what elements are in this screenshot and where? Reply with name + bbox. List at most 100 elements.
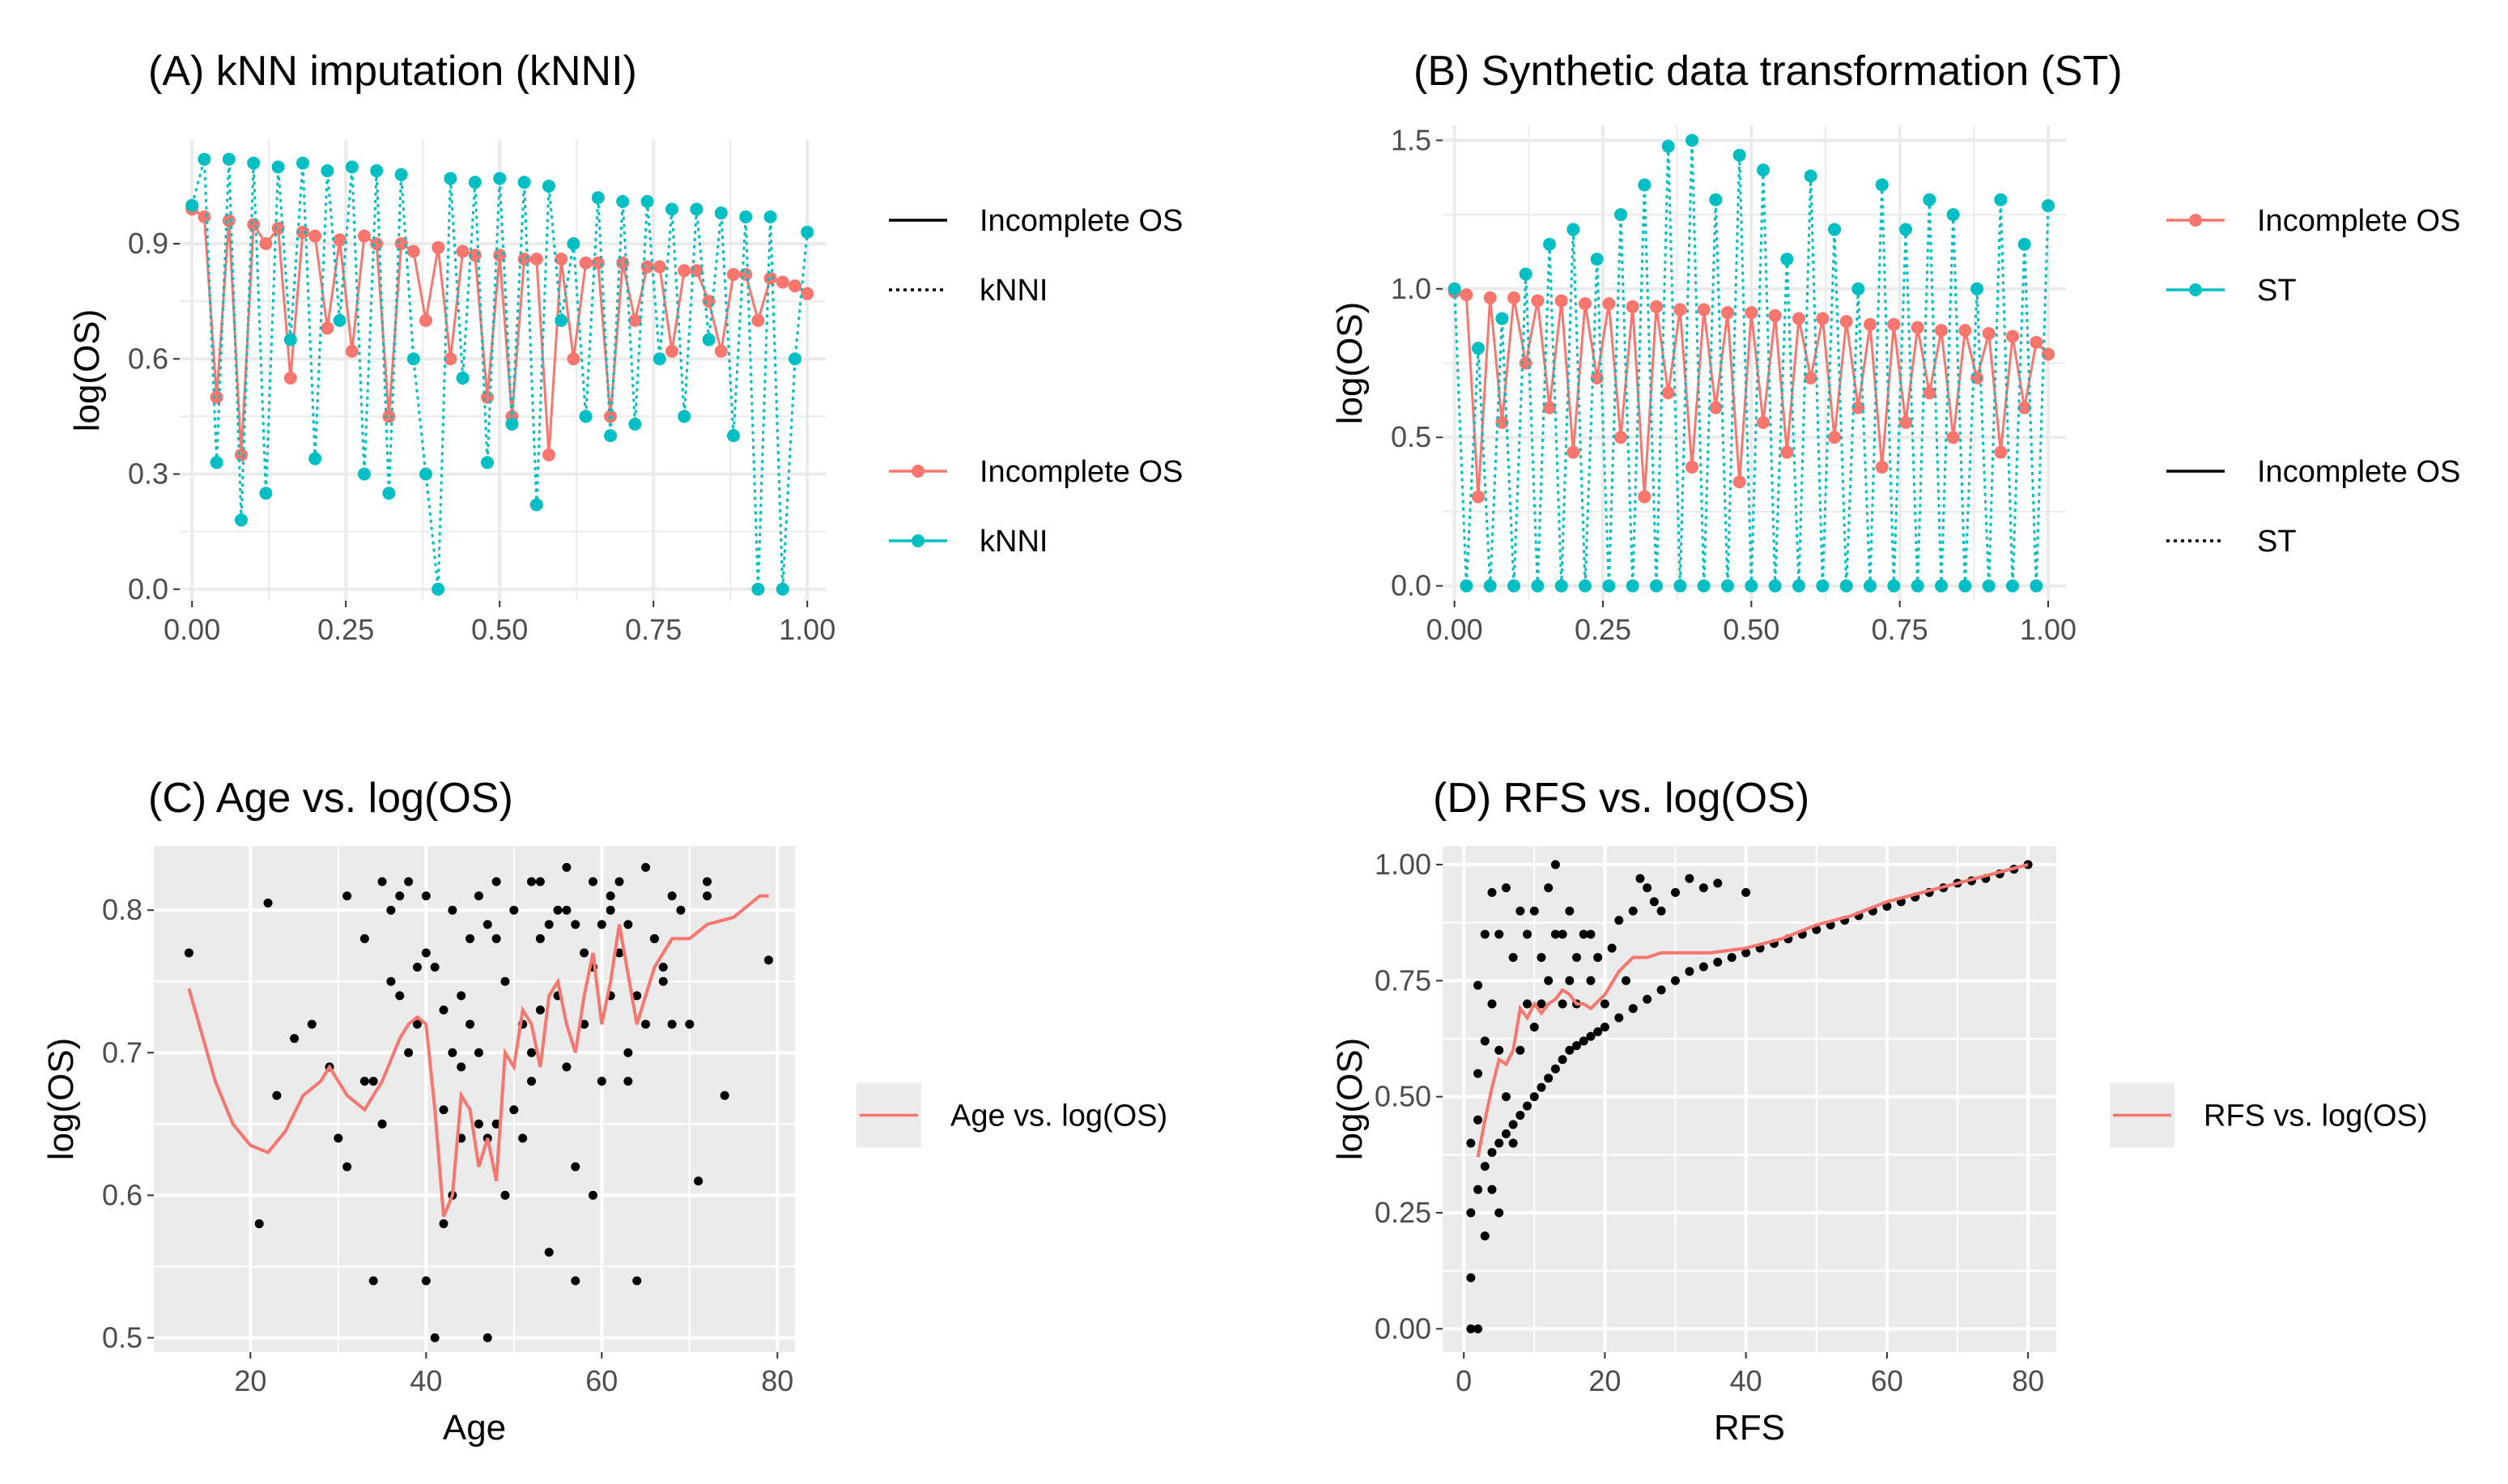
- data-point: [628, 417, 642, 431]
- x-tick-label: 20: [234, 1364, 266, 1397]
- data-point: [567, 352, 580, 366]
- panel-a: 0.00 0.25 0.50 0.75 1.00 0.0 0.3 0.6 0.9 (A) kNN …: [67, 48, 1183, 646]
- data-point: [1899, 223, 1912, 236]
- data-point: [1495, 312, 1509, 325]
- data-point: [690, 202, 704, 216]
- scatter-point: [500, 1190, 510, 1200]
- x-tick-label: 0.25: [317, 613, 374, 646]
- y-tick-label: 0.6: [102, 1178, 142, 1211]
- data-point: [1709, 193, 1723, 206]
- data-point: [1864, 317, 1877, 331]
- scatter-point: [1656, 985, 1666, 995]
- data-point: [198, 152, 211, 166]
- data-point: [382, 487, 396, 500]
- data-point: [1732, 475, 1746, 489]
- scatter-point: [518, 1133, 528, 1143]
- scatter-point: [1550, 929, 1560, 939]
- scatter-point: [482, 1333, 492, 1342]
- data-point: [517, 176, 531, 189]
- data-point: [763, 271, 777, 285]
- legend-label: kNNI: [980, 525, 1048, 559]
- scatter-point: [623, 1048, 633, 1057]
- data-point: [1839, 315, 1853, 329]
- scatter-point: [588, 877, 597, 887]
- scatter-point: [290, 1034, 300, 1044]
- scatter-point: [667, 1019, 677, 1029]
- data-point: [1531, 294, 1545, 308]
- scatter-point: [1487, 887, 1497, 897]
- scatter-point: [1501, 1129, 1511, 1139]
- data-point: [296, 156, 309, 170]
- data-point: [444, 352, 457, 366]
- y-tick-label: 0.0: [1391, 569, 1431, 602]
- scatter-point: [1501, 883, 1511, 893]
- data-point: [2030, 579, 2043, 593]
- legend-key-point: [912, 534, 925, 547]
- data-point: [1650, 579, 1663, 593]
- scatter-point: [562, 905, 572, 915]
- x-tick-label: 1.00: [2020, 613, 2077, 646]
- scatter-point: [386, 905, 396, 915]
- scatter-point: [676, 905, 686, 915]
- panel-d: 0 20 40 60 80 0.00 0.25 0.50 0.75 1.00(D) RFS vs.…: [1330, 775, 2428, 1448]
- data-point: [789, 279, 801, 293]
- x-tick-label: 20: [1588, 1364, 1621, 1397]
- scatter-point: [1473, 980, 1483, 990]
- data-point: [1887, 317, 1901, 331]
- x-tick-label: 40: [1730, 1364, 1762, 1397]
- data-point: [1519, 267, 1532, 281]
- scatter-point: [1523, 999, 1532, 1009]
- scatter-point: [703, 891, 712, 901]
- x-tick-label: 0.00: [164, 613, 220, 646]
- data-point: [1970, 282, 1983, 296]
- data-point: [579, 410, 593, 423]
- scatter-point: [1558, 1055, 1567, 1065]
- data-point: [1709, 401, 1723, 415]
- scatter-point: [597, 1076, 606, 1086]
- legend-key-point: [2189, 283, 2202, 296]
- data-point: [1602, 579, 1616, 593]
- data-point: [1590, 253, 1604, 266]
- data-point: [419, 467, 432, 481]
- scatter-point: [439, 1219, 448, 1229]
- y-tick-label: 1.0: [1391, 272, 1431, 305]
- data-point: [665, 202, 678, 216]
- y-tick-label: 1.00: [1375, 848, 1431, 881]
- scatter-point: [1466, 1208, 1476, 1218]
- scatter-point: [1671, 976, 1681, 985]
- x-tick-label: 1.00: [779, 613, 835, 646]
- data-point: [235, 448, 248, 461]
- data-point: [751, 313, 765, 327]
- y-tick-label: 0.8: [102, 893, 142, 926]
- scatter-point: [667, 891, 677, 901]
- chart-title: (C) Age vs. log(OS): [148, 775, 513, 822]
- data-point: [739, 210, 753, 223]
- data-point: [529, 252, 543, 266]
- data-point: [1650, 300, 1663, 313]
- scatter-point: [1550, 1064, 1560, 1074]
- data-point: [308, 229, 322, 243]
- scatter-point: [1607, 943, 1617, 953]
- data-point: [1851, 401, 1865, 415]
- data-point: [1757, 164, 1770, 177]
- scatter-point: [1579, 1036, 1588, 1046]
- data-point: [776, 275, 789, 289]
- scatter-point: [1685, 967, 1694, 976]
- data-point: [2017, 237, 2031, 251]
- scatter-point: [544, 1248, 554, 1257]
- data-point: [1495, 415, 1509, 429]
- data-point: [456, 244, 470, 258]
- data-point: [616, 194, 630, 208]
- scatter-point: [720, 1091, 729, 1100]
- x-tick-label: 60: [1871, 1364, 1903, 1397]
- scatter-point: [368, 1276, 378, 1286]
- y-axis-label: log(OS): [1330, 1038, 1370, 1161]
- data-point: [702, 333, 716, 347]
- y-tick-label: 0.50: [1375, 1080, 1431, 1113]
- data-point: [1673, 579, 1687, 593]
- data-point: [591, 191, 605, 205]
- data-point: [1638, 178, 1651, 192]
- scatter-point: [1473, 1069, 1483, 1078]
- data-point: [1721, 306, 1734, 320]
